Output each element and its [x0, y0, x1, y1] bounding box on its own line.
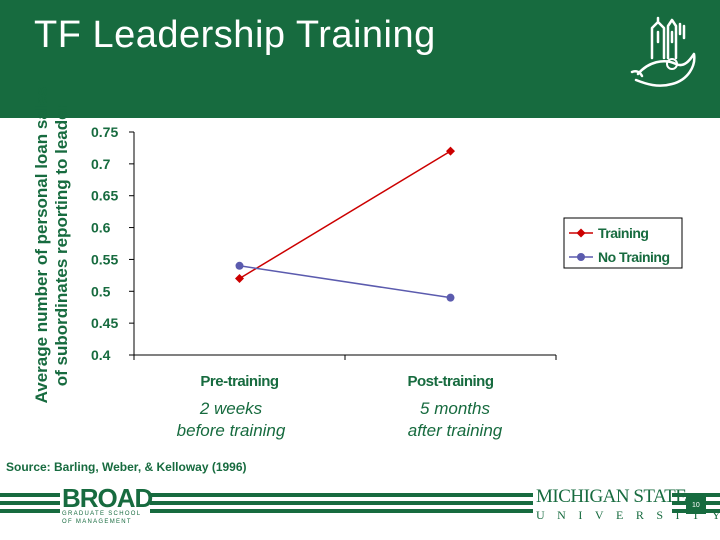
legend-label-0: Training — [598, 225, 648, 241]
page-number: 10 — [692, 502, 700, 509]
series-line-1 — [239, 265, 451, 299]
tower-logo-icon — [630, 16, 696, 87]
series-1-point — [446, 293, 455, 302]
y-tick-label: 0.6 — [91, 220, 111, 236]
pre-note-line-1: 2 weeks — [199, 399, 263, 418]
x-tick-label: Pre-training — [200, 373, 279, 390]
pre-note-line-2: before training — [176, 421, 286, 440]
y-tick-label: 0.65 — [91, 188, 118, 204]
series-0-point — [446, 146, 455, 156]
msu-logo-bottom: UNIVERSITY — [536, 508, 720, 522]
series-1-point — [235, 261, 244, 270]
legend-label-1: No Training — [598, 249, 670, 265]
msu-logo: MICHIGAN STATE UNIVERSITY — [536, 486, 720, 523]
pre-training-note: 2 weeks before training — [164, 398, 298, 442]
msu-logo-top: MICHIGAN STATE — [536, 486, 687, 507]
x-tick-label: Post-training — [408, 373, 494, 390]
y-tick-label: 0.7 — [91, 156, 111, 172]
source-citation: Source: Barling, Weber, & Kelloway (1996… — [6, 460, 247, 474]
broad-logo-main: BROAD — [62, 483, 153, 513]
y-tick-label: 0.55 — [91, 251, 118, 267]
header-band — [0, 0, 720, 118]
footer-band — [0, 493, 720, 514]
post-note-line-2: after training — [407, 421, 503, 440]
legend-marker-0 — [576, 228, 586, 238]
broad-logo-sub-1: GRADUATE SCHOOL — [62, 511, 142, 517]
series-0-point — [235, 274, 244, 284]
legend-marker-1 — [577, 253, 585, 261]
slide-title: TF Leadership Training — [34, 14, 436, 56]
y-tick-label: 0.75 — [91, 124, 118, 140]
series-line-0 — [239, 150, 451, 280]
post-training-note: 5 months after training — [388, 398, 522, 442]
broad-logo-sub-2: OF MANAGEMENT — [62, 519, 132, 525]
line-chart: 0.4 0.45 0.5 0.55 0.6 0.65 0.7 0.75 Pre-training… — [91, 124, 683, 390]
broad-logo: BROAD GRADUATE SCHOOL OF MANAGEMENT — [62, 483, 153, 526]
post-note-line-1: 5 months — [420, 399, 490, 418]
y-tick-label: 0.5 — [91, 283, 111, 299]
y-tick-label: 0.4 — [91, 347, 111, 363]
y-tick-label: 0.45 — [91, 315, 118, 331]
